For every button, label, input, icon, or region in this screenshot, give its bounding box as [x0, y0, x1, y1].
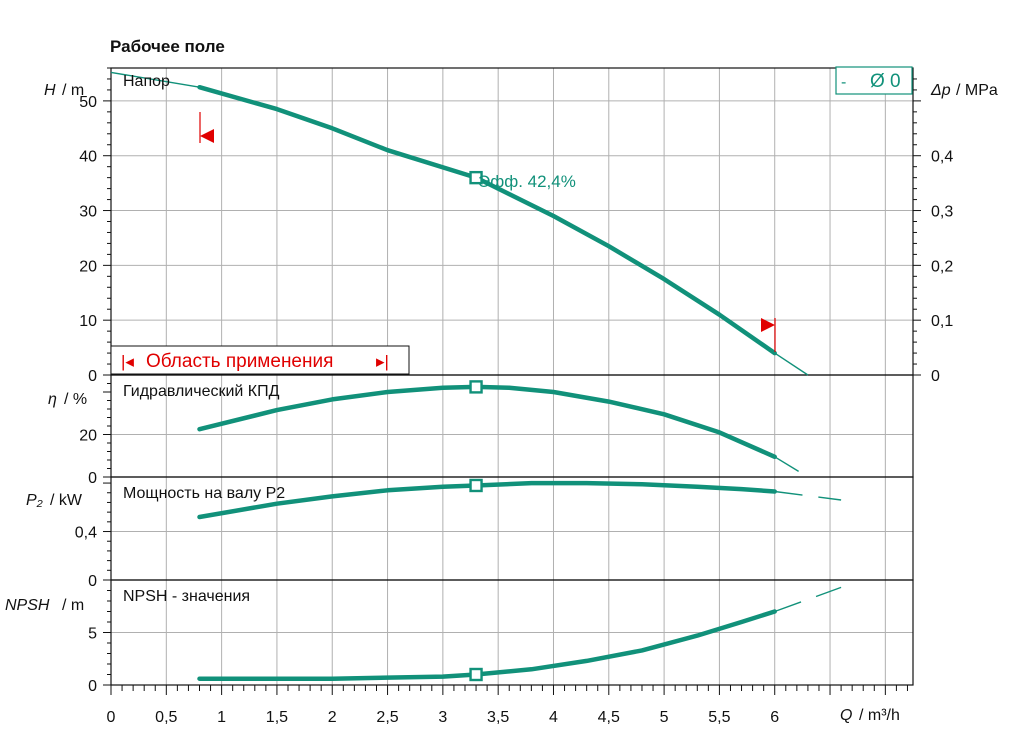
- y-axis-label-efficiency: η / %: [48, 391, 87, 408]
- legend: - Ø 0: [835, 66, 913, 95]
- x-tick-label: 3,5: [487, 709, 509, 726]
- range-box-frame: [110, 345, 410, 375]
- x-tick-label: 2,5: [376, 709, 398, 726]
- duty-point: [469, 170, 483, 185]
- y-tick-label: 30: [79, 204, 97, 221]
- x-label: Q: [840, 707, 852, 724]
- y-tick-label: 0,4: [75, 525, 97, 542]
- range-limit-left-flag: [200, 129, 214, 143]
- curve-main: [197, 609, 777, 681]
- y2-tick-label: 0,2: [931, 258, 953, 275]
- y-label-npsh: NPSH: [5, 597, 50, 614]
- y2-tick-label: 0: [931, 368, 940, 385]
- curve-main: [197, 480, 777, 520]
- x-tick-label: 5: [660, 709, 669, 726]
- axis-ticks: [103, 67, 921, 695]
- y-unit-head: / m: [62, 82, 84, 99]
- application-range-box: |◂ Область применения ▸|: [110, 345, 410, 375]
- curve-extension: [110, 71, 200, 88]
- y-tick-label: 40: [79, 149, 97, 166]
- x-tick-label: 4,5: [598, 709, 620, 726]
- y-label-head: H: [44, 82, 56, 99]
- y-tick-label: 20: [79, 428, 97, 445]
- y2-tick-label: 0,4: [931, 149, 953, 166]
- range-limit-right: [761, 318, 776, 352]
- chart-title: Рабочее поле: [110, 37, 225, 56]
- y-tick-label: 0: [88, 678, 97, 695]
- curve-main: [197, 384, 777, 460]
- y-axis-label-power: P₂ / kW: [26, 492, 83, 509]
- duty-point: [469, 667, 483, 682]
- y-tick-label: 0: [88, 368, 97, 385]
- curve-extension: [774, 490, 842, 501]
- x-axis-label: Q / m³/h: [840, 707, 900, 724]
- range-box-left-marker: |◂: [121, 352, 134, 371]
- y2-tick-label: 0,1: [931, 313, 953, 330]
- y-tick-label: 0: [88, 573, 97, 590]
- duty-point: [469, 380, 483, 394]
- x-tick-label: 2: [328, 709, 337, 726]
- x-unit: / m³/h: [859, 707, 900, 724]
- y-axis-label-npsh: NPSH / m: [5, 597, 84, 614]
- panel-title-npsh: NPSH - значения: [123, 588, 250, 605]
- x-tick-label: 0,5: [155, 709, 177, 726]
- curve-extension: [774, 456, 809, 478]
- panel-frame: [110, 67, 914, 376]
- grid: [111, 68, 913, 685]
- y-unit-npsh: / m: [62, 597, 84, 614]
- y-tick-label: 20: [79, 258, 97, 275]
- y-tick-label: 0: [88, 470, 97, 487]
- legend-box: [835, 66, 913, 95]
- y2-unit: / MPa: [956, 82, 998, 99]
- duty-point: [469, 478, 483, 493]
- y-tick-label: 50: [79, 94, 97, 111]
- curve-extension: [774, 586, 842, 613]
- x-tick-label: 1: [217, 709, 226, 726]
- panel-title-efficiency: Гидравлический КПД: [123, 383, 280, 400]
- panel-title-power: Мощность на валу P2: [123, 485, 285, 502]
- y-tick-label: 10: [79, 313, 97, 330]
- y2-axis-label: Δp / MPa: [930, 82, 998, 99]
- panel-title-head: Напор: [123, 73, 170, 90]
- y-tick-label: 5: [88, 626, 97, 643]
- y2-label: Δp: [930, 82, 951, 99]
- y-unit-efficiency: / %: [64, 391, 87, 408]
- y-axis-label-head: H / m: [44, 82, 84, 99]
- x-tick-label: 6: [770, 709, 779, 726]
- duty-point-markers: [469, 170, 483, 682]
- y-unit-power: / kW: [50, 492, 83, 509]
- y-label-power: P₂: [26, 492, 43, 509]
- curve-main: [197, 84, 777, 356]
- curves: [110, 71, 842, 681]
- range-box-text: Область применения: [146, 351, 333, 372]
- legend-dash: -: [841, 74, 846, 91]
- legend-text: Ø 0: [870, 71, 901, 92]
- y-label-efficiency: η: [48, 391, 57, 408]
- x-tick-label: 4: [549, 709, 558, 726]
- curve-extension: [774, 352, 809, 376]
- range-limit-right-flag: [761, 318, 775, 332]
- y2-tick-label: 0,3: [931, 204, 953, 221]
- range-box-right-marker: ▸|: [376, 352, 389, 371]
- range-limit-left: [199, 112, 214, 143]
- x-tick-label: 0: [107, 709, 116, 726]
- efficiency-annotation: Эфф. 42,4%: [478, 172, 576, 191]
- x-tick-label: 1,5: [266, 709, 288, 726]
- x-tick-label: 3: [438, 709, 447, 726]
- x-tick-label: 5,5: [708, 709, 730, 726]
